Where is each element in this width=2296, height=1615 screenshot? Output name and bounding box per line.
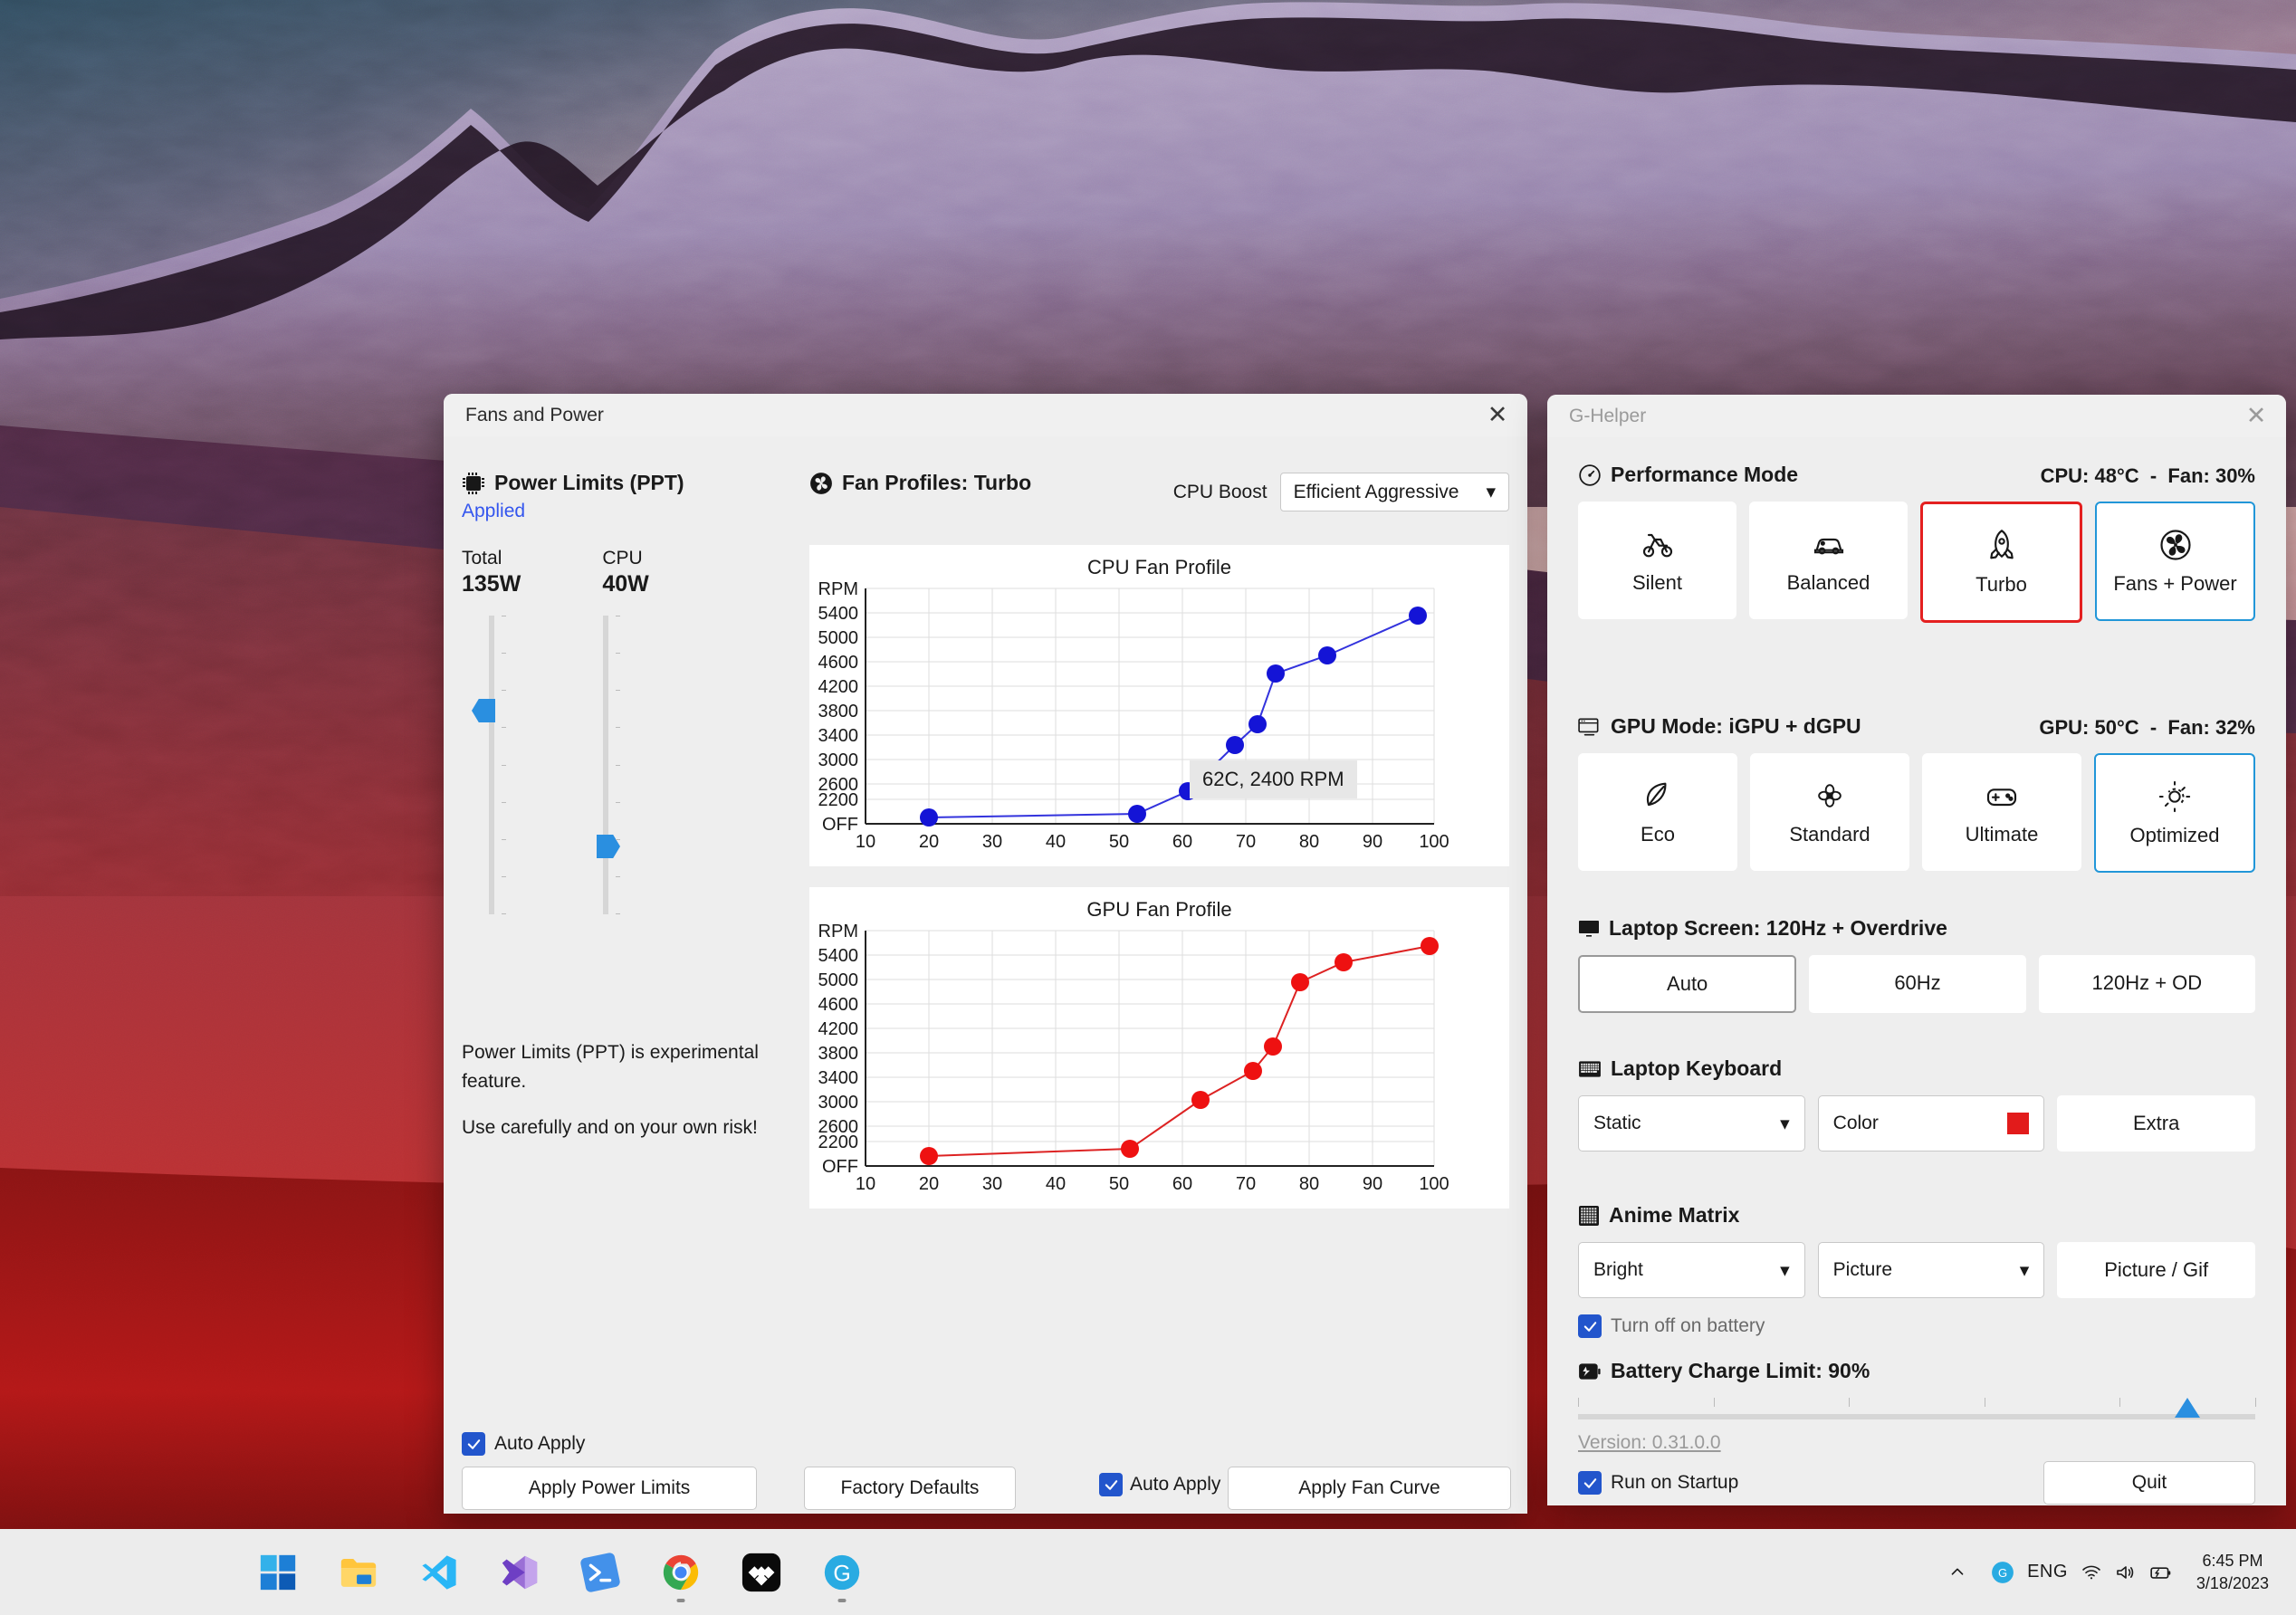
- svg-text:3400: 3400: [818, 1068, 859, 1088]
- svg-text:2200: 2200: [818, 1132, 859, 1152]
- svg-text:100: 100: [1419, 832, 1449, 852]
- svg-text:40: 40: [1046, 1174, 1066, 1194]
- svg-text:RPM: RPM: [818, 579, 858, 599]
- svg-text:3000: 3000: [818, 1093, 859, 1113]
- svg-text:3800: 3800: [818, 1044, 859, 1064]
- svg-text:2200: 2200: [818, 790, 859, 810]
- svg-text:90: 90: [1363, 1174, 1382, 1194]
- svg-text:70: 70: [1236, 832, 1256, 852]
- svg-text:4600: 4600: [818, 995, 859, 1015]
- svg-text:70: 70: [1236, 1174, 1256, 1194]
- svg-text:3800: 3800: [818, 702, 859, 721]
- svg-text:100: 100: [1419, 1174, 1449, 1194]
- svg-text:OFF: OFF: [822, 1157, 858, 1177]
- svg-text:5400: 5400: [818, 604, 859, 624]
- svg-text:10: 10: [856, 1174, 875, 1194]
- svg-text:4200: 4200: [818, 1019, 859, 1039]
- svg-text:20: 20: [919, 832, 939, 852]
- svg-text:RPM: RPM: [818, 922, 858, 941]
- svg-text:80: 80: [1299, 832, 1319, 852]
- svg-text:5000: 5000: [818, 970, 859, 990]
- svg-text:3000: 3000: [818, 750, 859, 770]
- svg-text:80: 80: [1299, 1174, 1319, 1194]
- svg-text:4600: 4600: [818, 653, 859, 673]
- svg-text:40: 40: [1046, 832, 1066, 852]
- svg-text:50: 50: [1109, 832, 1129, 852]
- svg-text:20: 20: [919, 1174, 939, 1194]
- svg-text:G: G: [833, 1561, 850, 1586]
- svg-text:G: G: [1998, 1565, 2007, 1579]
- svg-text:5400: 5400: [818, 946, 859, 966]
- svg-text:5000: 5000: [818, 628, 859, 648]
- svg-text:60: 60: [1172, 832, 1192, 852]
- svg-text:90: 90: [1363, 832, 1382, 852]
- svg-text:4200: 4200: [818, 677, 859, 697]
- svg-text:30: 30: [982, 1174, 1002, 1194]
- svg-text:10: 10: [856, 832, 875, 852]
- svg-text:50: 50: [1109, 1174, 1129, 1194]
- svg-text:30: 30: [982, 832, 1002, 852]
- svg-text:3400: 3400: [818, 726, 859, 746]
- svg-text:OFF: OFF: [822, 815, 858, 835]
- svg-text:60: 60: [1172, 1174, 1192, 1194]
